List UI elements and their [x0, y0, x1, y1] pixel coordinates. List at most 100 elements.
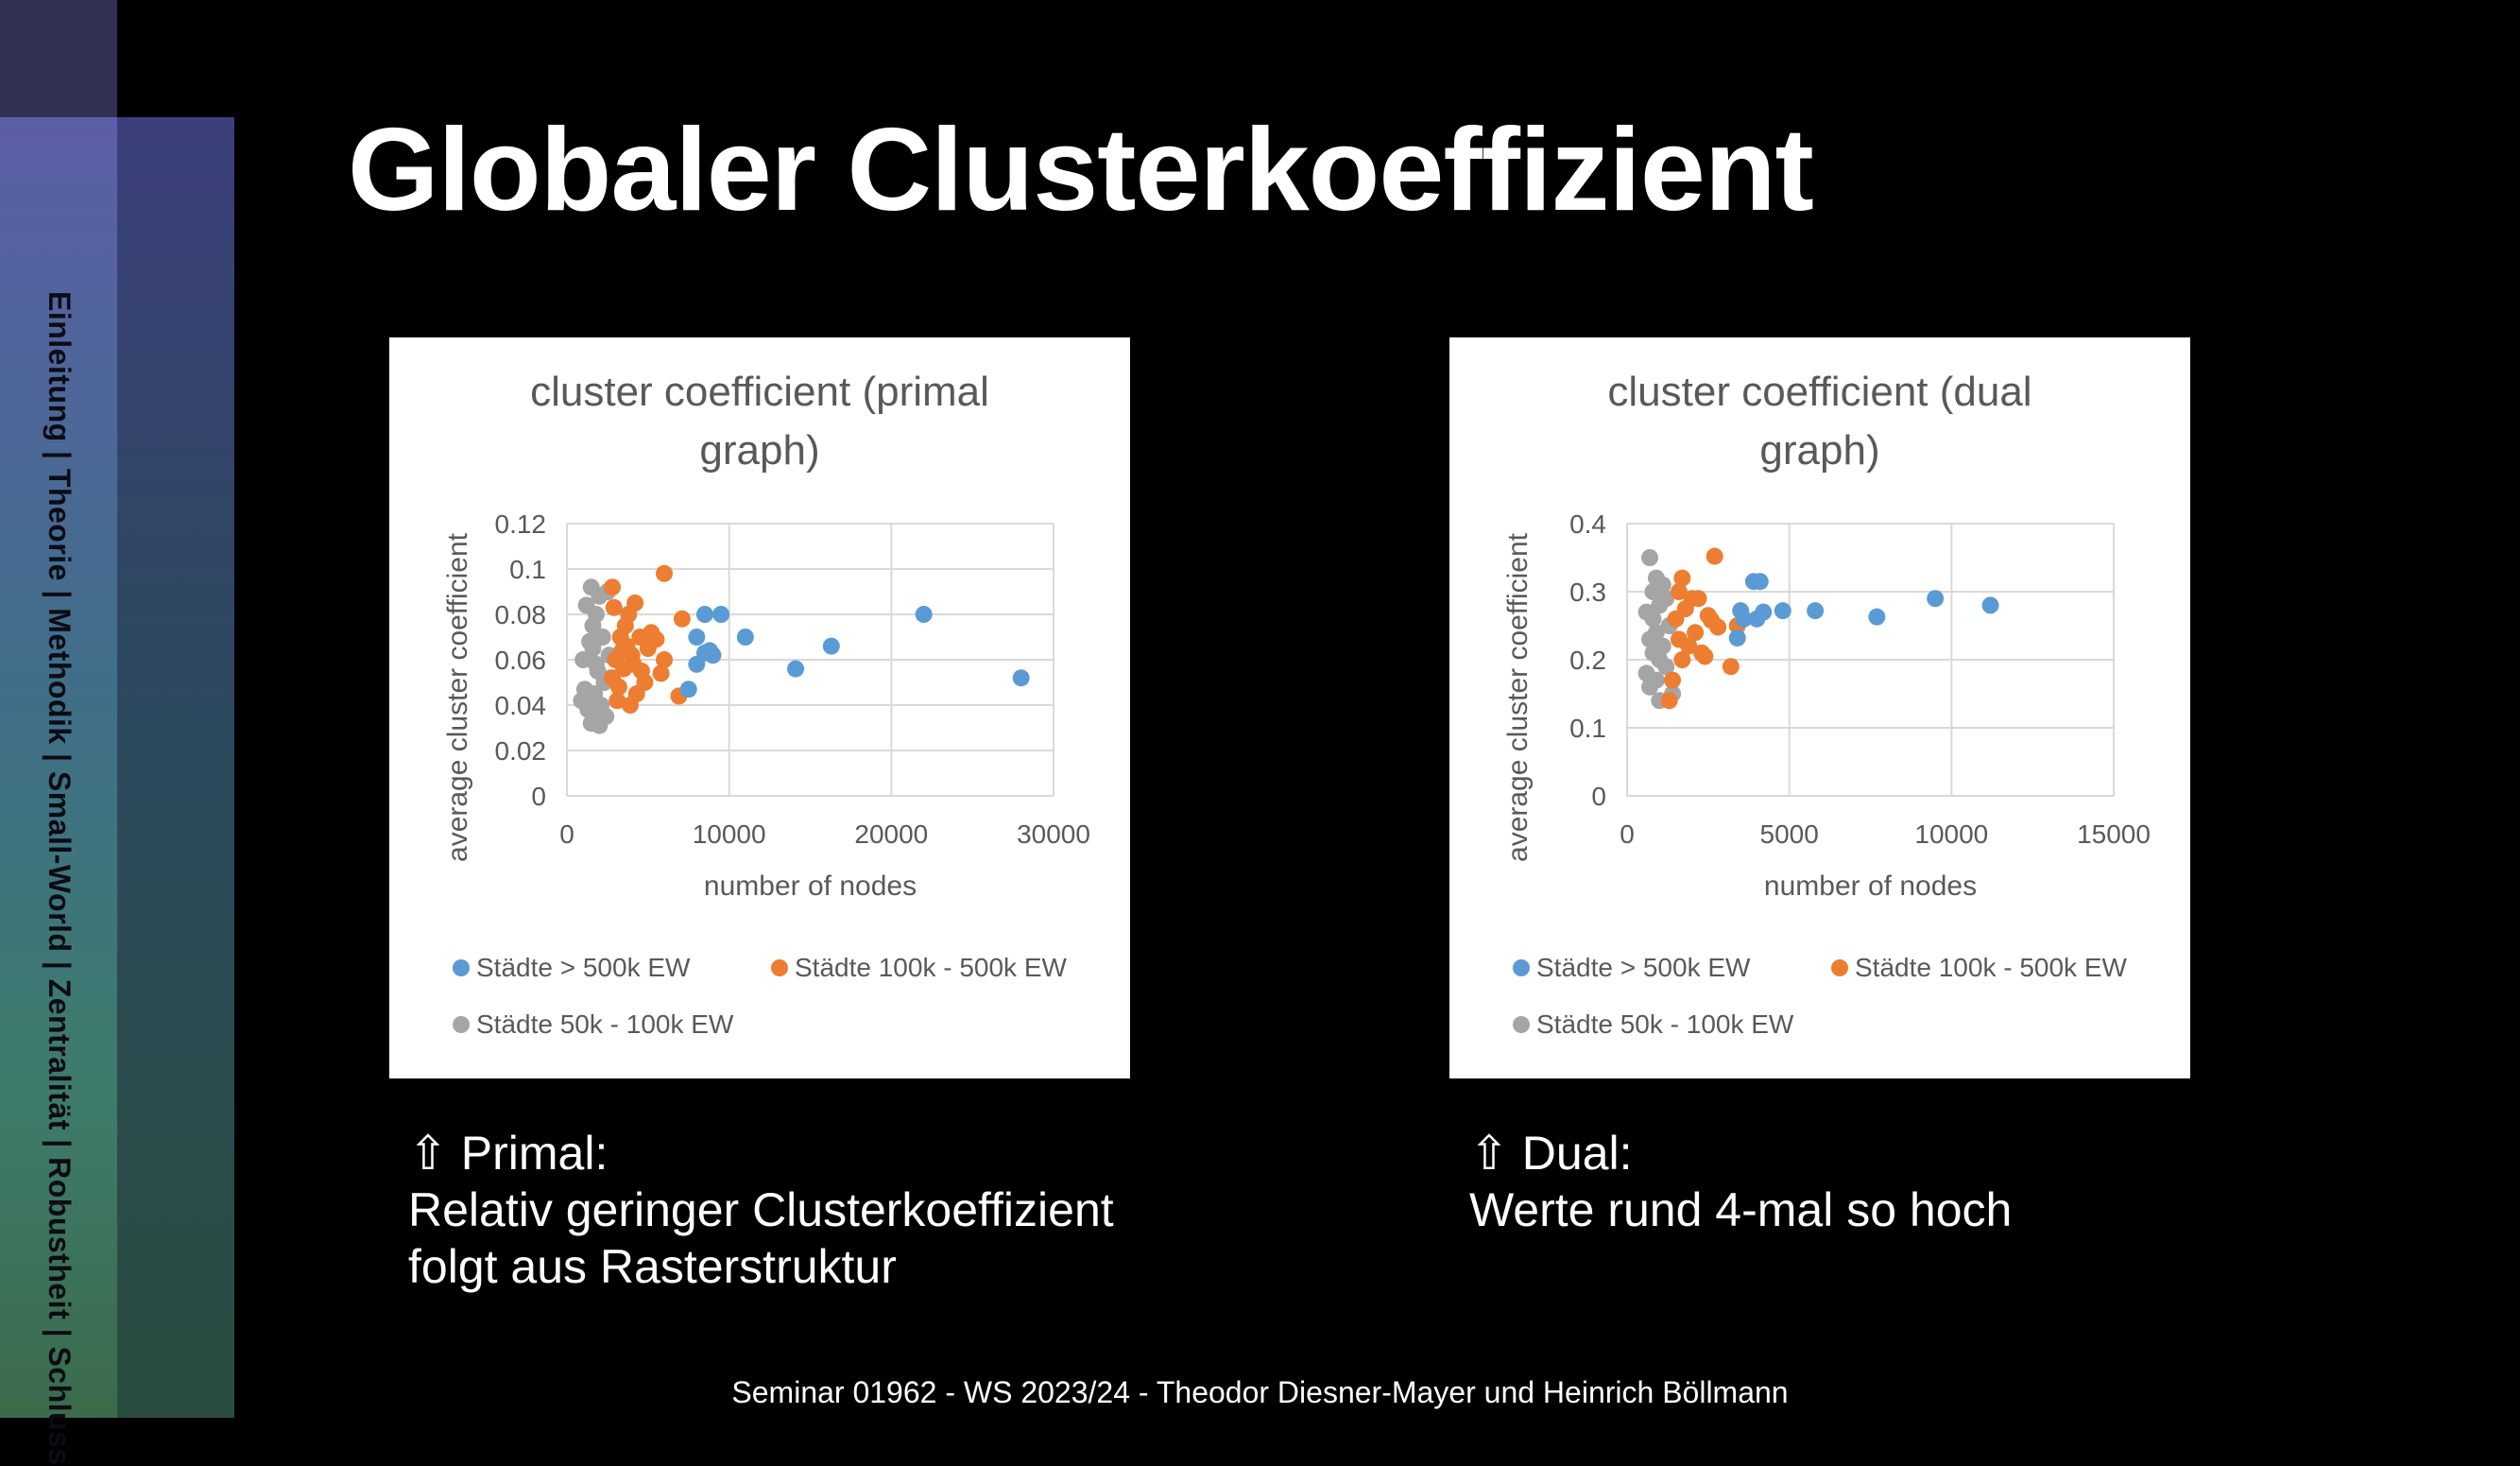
x-tick-label: 10000: [1914, 819, 1988, 849]
y-tick-label: 0.4: [1569, 509, 1606, 539]
data-point: [1703, 612, 1721, 630]
caption-primal-heading: ⇧ Primal:: [408, 1127, 609, 1180]
data-point: [1981, 596, 1999, 614]
chart-svg: cluster coefficient (dual graph) 0 0.1 0.2 0.…: [1502, 369, 2151, 1039]
sidebar-nav-text: Einleitung | Theorie | Methodik | Small-…: [43, 291, 77, 1466]
x-tick-label: 30000: [1017, 819, 1090, 849]
y-tick-label: 0.12: [495, 509, 547, 539]
chart-title-line: graph): [1759, 427, 1879, 474]
sidebar-strip: [0, 117, 117, 1418]
data-point: [1673, 569, 1691, 587]
data-point: [1641, 549, 1659, 566]
y-tick-label: 0.3: [1569, 578, 1606, 607]
data-point: [1728, 629, 1746, 647]
data-point: [609, 692, 626, 710]
data-point: [1644, 610, 1662, 628]
legend-label: Städte 100k - 500k EW: [795, 953, 1068, 982]
data-point: [1744, 573, 1762, 591]
data-point: [1664, 671, 1682, 689]
data-point: [695, 606, 713, 623]
legend-label: Städte 50k - 100k EW: [476, 1009, 734, 1039]
data-point: [587, 655, 605, 673]
data-point: [673, 610, 691, 628]
caption-dual: ⇧ Dual: Werte rund 4-mal so hoch: [1469, 1125, 2012, 1238]
data-point: [584, 640, 602, 657]
x-tick-label: 15000: [2077, 819, 2151, 849]
legend-label: Städte > 500k EW: [1536, 953, 1751, 982]
sidebar: Einleitung | Theorie | Methodik | Small-…: [0, 117, 234, 1466]
x-tick-label: 5000: [1760, 819, 1819, 849]
y-tick-label: 0.1: [509, 555, 546, 584]
legend-label: Städte 100k - 500k EW: [1855, 953, 2128, 982]
data-point: [1722, 658, 1740, 676]
legend-label: Städte 50k - 100k EW: [1536, 1009, 1794, 1039]
data-point: [712, 606, 730, 623]
data-point: [609, 678, 627, 696]
x-axis-label: number of nodes: [1764, 871, 1977, 902]
caption-dual-line-1: Werte rund 4-mal so hoch: [1469, 1183, 2013, 1236]
y-tick-label: 0.06: [495, 646, 547, 675]
data-point: [1755, 603, 1773, 621]
data-point: [1670, 630, 1688, 648]
data-point: [1660, 692, 1678, 710]
data-point: [679, 681, 697, 699]
legend-label: Städte > 500k EW: [476, 953, 691, 982]
data-point: [1673, 651, 1691, 668]
y-tick-label: 0.04: [495, 691, 547, 720]
caption-primal: ⇧ Primal: Relativ geringer Clusterkoeffi…: [408, 1125, 1114, 1295]
footer: Seminar 01962 - WS 2023/24 - Theodor Die…: [731, 1375, 1789, 1409]
data-point: [1657, 658, 1675, 676]
data-point: [656, 651, 673, 668]
chart-title-line: graph): [699, 427, 819, 474]
data-point: [593, 629, 611, 646]
data-point: [574, 651, 592, 668]
legend-marker: [1513, 1016, 1530, 1033]
corner-block: [0, 0, 117, 117]
legend-marker: [453, 959, 470, 976]
data-point: [577, 689, 595, 707]
data-point: [822, 637, 840, 655]
y-tick-label: 0.2: [1569, 646, 1606, 675]
data-point: [1807, 602, 1825, 620]
data-point: [1774, 602, 1791, 620]
y-tick-label: 0.1: [1569, 714, 1606, 743]
y-axis-label: average cluster coefficient: [442, 532, 473, 862]
data-point: [604, 578, 622, 596]
data-point: [1667, 610, 1685, 628]
data-point: [1687, 624, 1705, 642]
data-point: [1692, 644, 1710, 662]
data-point: [652, 664, 670, 682]
data-point: [1651, 596, 1669, 614]
caption-primal-line-2: folgt aus Rasterstruktur: [408, 1240, 897, 1293]
legend-marker: [1831, 959, 1848, 976]
chart-title-line: cluster coefficient (dual: [1607, 369, 2031, 415]
legend-marker: [771, 959, 788, 976]
chart-title-line: cluster coefficient (primal: [530, 369, 989, 415]
y-tick-label: 0: [531, 782, 546, 811]
x-tick-label: 0: [1620, 819, 1635, 849]
data-point: [621, 697, 639, 714]
data-point: [688, 629, 706, 646]
data-point: [688, 655, 706, 673]
caption-dual-heading: ⇧ Dual:: [1469, 1127, 1633, 1180]
y-tick-label: 0.08: [495, 600, 547, 630]
data-point: [1927, 590, 1945, 608]
data-point: [639, 640, 657, 657]
chart-primal: cluster coefficient (primal graph) 0 0.02 0.…: [389, 337, 1130, 1078]
data-point: [915, 606, 933, 623]
chart-dual: cluster coefficient (dual graph) 0 0.1 0.2 0.…: [1449, 337, 2190, 1078]
data-point: [1641, 630, 1659, 648]
data-point: [1670, 583, 1688, 600]
slide-title: Globaler Clusterkoeffizient: [348, 105, 1814, 235]
data-point: [1868, 608, 1886, 626]
y-axis-label: average cluster coefficient: [1502, 532, 1534, 862]
chart-svg: cluster coefficient (primal graph) 0 0.02 0.…: [442, 369, 1090, 1039]
x-axis-label: number of nodes: [704, 871, 917, 902]
data-point: [1012, 669, 1030, 687]
x-tick-label: 10000: [693, 819, 766, 849]
data-point: [593, 705, 611, 723]
data-point: [584, 617, 602, 634]
data-point: [736, 629, 754, 646]
data-point: [1706, 547, 1723, 565]
data-point: [656, 564, 673, 582]
